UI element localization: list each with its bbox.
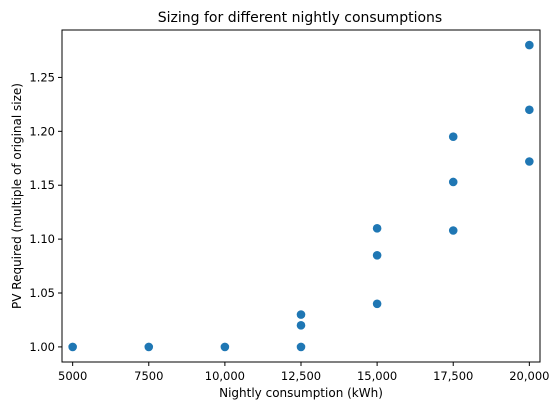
x-tick-label: 20,000	[509, 369, 549, 383]
data-point-13	[525, 105, 534, 115]
y-axis: 1.00 1.05 1.10 1.15 1.20 1.25	[29, 70, 62, 354]
chart-title: Sizing for different nightly consumption…	[158, 10, 442, 26]
x-tick-label: 12,500	[281, 369, 321, 383]
data-point-12	[525, 157, 534, 166]
x-tick-label: 17,500	[433, 369, 473, 383]
y-axis-label: PV Required (multiple of original size)	[10, 83, 24, 309]
data-point-4	[296, 321, 306, 330]
data-point-1	[144, 342, 154, 352]
y-tick-label: 1.25	[29, 70, 55, 84]
data-point-14	[525, 40, 534, 50]
data-point-7	[372, 250, 382, 260]
data-point-5	[296, 310, 306, 319]
x-tick-label: 15,000	[357, 369, 397, 383]
y-tick-label: 1.00	[29, 340, 55, 354]
data-point-3	[296, 342, 306, 352]
y-tick-label: 1.05	[29, 286, 55, 300]
x-tick-label: 10,000	[205, 369, 245, 383]
y-tick-label: 1.10	[29, 232, 55, 246]
x-tick-label: 7500	[134, 369, 163, 383]
data-point-6	[372, 299, 382, 309]
x-axis: 5000 7500 10,000 12,500 15,000 17,500 20,000	[58, 362, 549, 383]
data-point-11	[448, 132, 458, 142]
data-point-10	[448, 177, 458, 187]
y-tick-label: 1.20	[29, 124, 55, 138]
y-tick-label: 1.15	[29, 178, 55, 192]
x-tick-label: 5000	[58, 369, 87, 383]
data-points	[68, 40, 534, 352]
data-point-0	[68, 342, 77, 352]
x-axis-label: Nightly consumption (kWh)	[219, 386, 383, 400]
data-point-8	[372, 224, 382, 233]
data-point-2	[220, 342, 230, 352]
data-point-9	[448, 226, 458, 235]
plot-area: 5000 7500 10,000 12,500 15,000 17,500 20,000 1…	[29, 29, 549, 383]
